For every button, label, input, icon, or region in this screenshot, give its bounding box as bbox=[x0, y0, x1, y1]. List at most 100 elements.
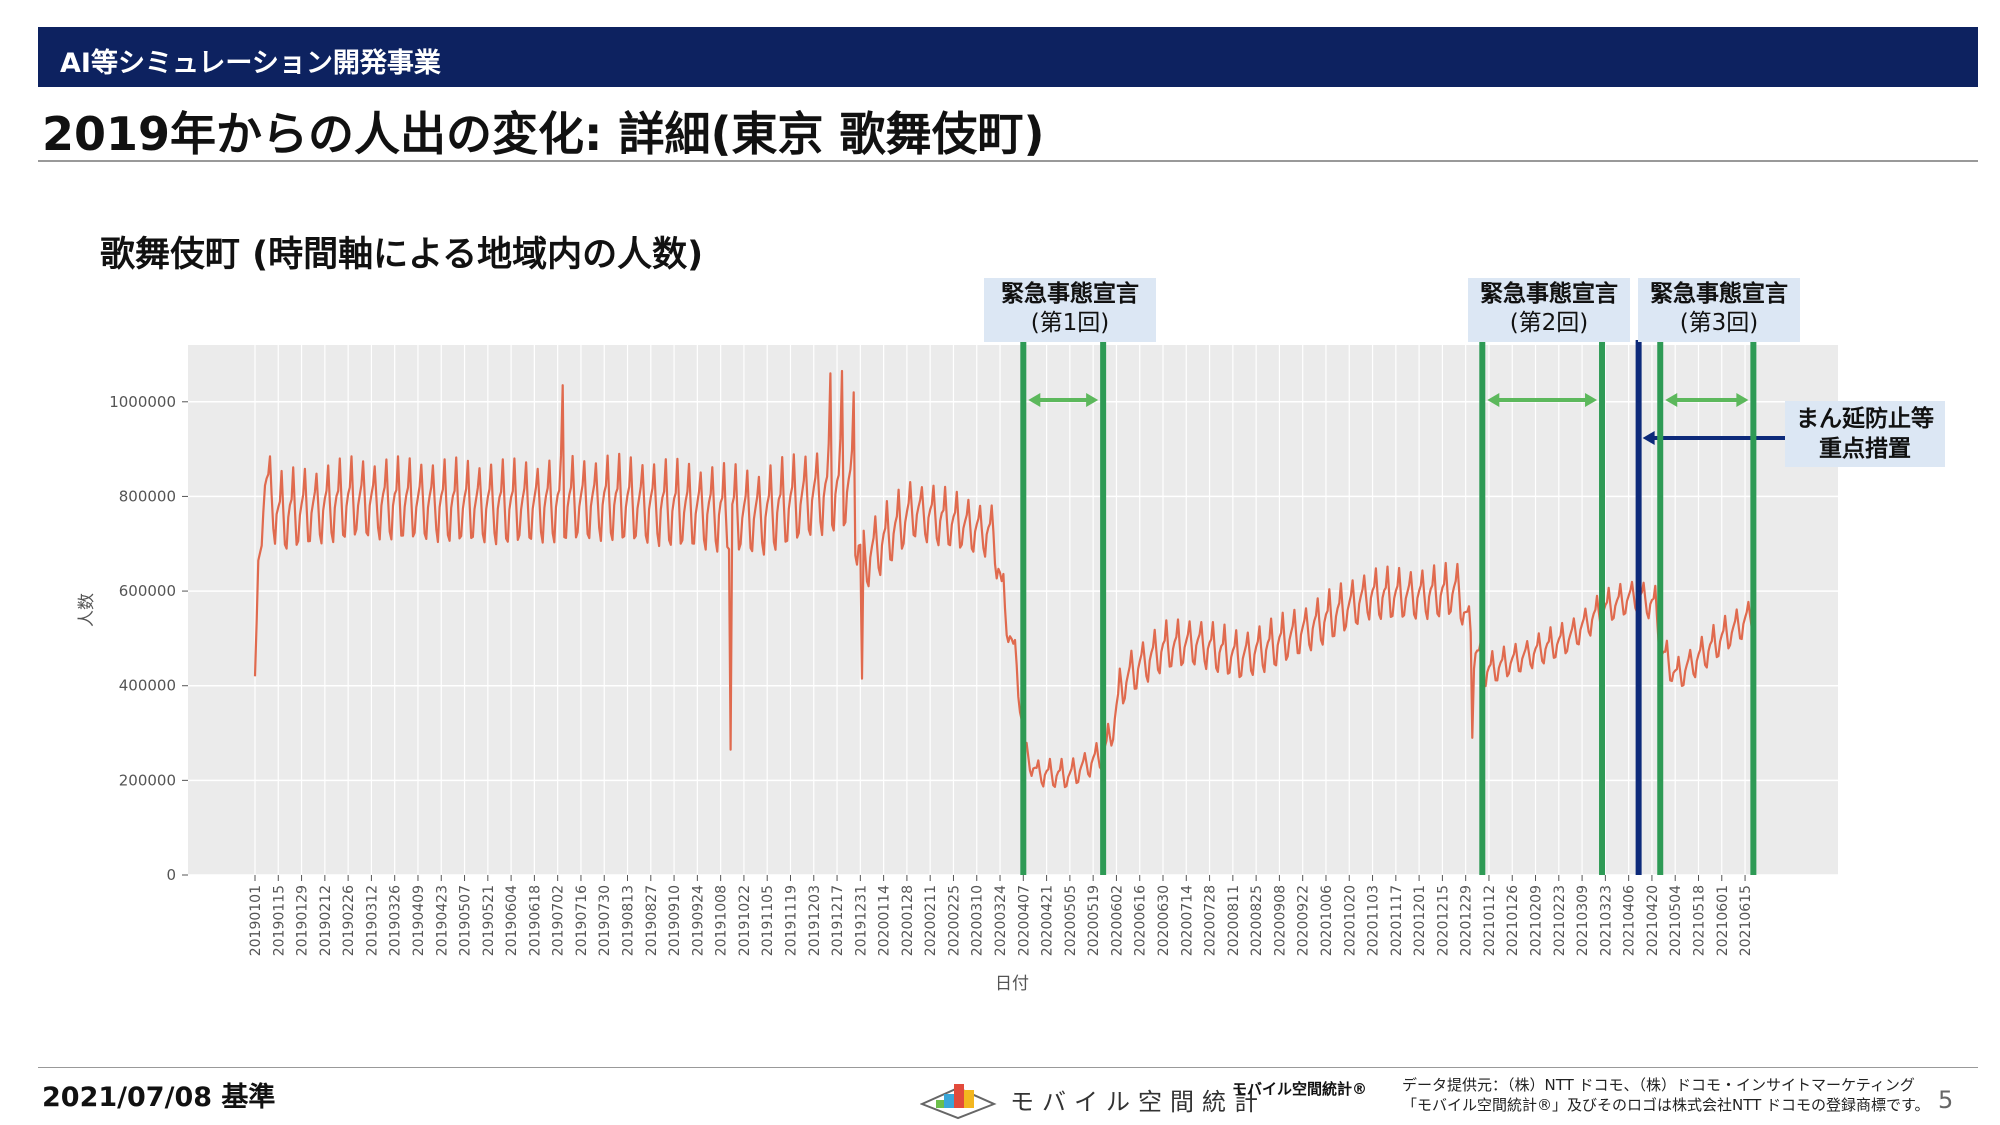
declaration-arrow-head bbox=[1585, 393, 1598, 407]
x-tick-label: 20190115 bbox=[271, 885, 287, 956]
x-tick-label: 20201201 bbox=[1412, 885, 1428, 956]
x-tick-label: 20191022 bbox=[737, 885, 753, 956]
footer-divider bbox=[38, 1067, 1978, 1068]
x-tick-label: 20210223 bbox=[1552, 885, 1568, 956]
mobile-spatial-statistics-logo: モバイル空間統計 bbox=[919, 1074, 1258, 1120]
y-tick-label: 200000 bbox=[119, 771, 176, 789]
data-credit: データ提供元：（株）NTT ドコモ、（株）ドコモ・インサイトマーケティング 「モ… bbox=[1402, 1076, 1930, 1114]
grid-lines bbox=[188, 345, 1838, 876]
x-tick-label: 20190423 bbox=[434, 885, 450, 956]
declaration-arrow-head bbox=[1665, 393, 1678, 407]
chart-title: 歌舞伎町 (時間軸による地域内の人数) bbox=[100, 235, 704, 275]
declaration-3-label: 緊急事態宣言 (第3回) bbox=[1638, 278, 1800, 342]
x-tick-label: 20191008 bbox=[714, 885, 730, 956]
x-tick-label: 20191203 bbox=[807, 885, 823, 956]
x-tick-label: 20190618 bbox=[527, 885, 543, 956]
y-axis-label: 人数 bbox=[77, 593, 97, 627]
x-tick-label: 20190101 bbox=[248, 885, 264, 956]
x-tick-label: 20210518 bbox=[1691, 885, 1707, 956]
x-tick-label: 20210323 bbox=[1598, 885, 1614, 956]
declaration-arrow-head bbox=[1487, 393, 1500, 407]
x-tick-label: 20191231 bbox=[853, 885, 869, 956]
x-tick-label: 20190716 bbox=[574, 885, 590, 956]
x-tick-label: 20190212 bbox=[318, 885, 334, 956]
manen-arrow-head bbox=[1642, 431, 1655, 445]
x-tick-label: 20200714 bbox=[1179, 885, 1195, 956]
declaration-1-label: 緊急事態宣言 (第1回) bbox=[984, 278, 1156, 342]
declaration-2-label: 緊急事態宣言 (第2回) bbox=[1468, 278, 1630, 342]
x-tick-label: 20200602 bbox=[1109, 885, 1125, 956]
x-tick-label: 20201103 bbox=[1366, 885, 1382, 956]
x-tick-label: 20191217 bbox=[830, 885, 846, 956]
x-tick-label: 20190702 bbox=[551, 885, 567, 956]
x-tick-label: 20200310 bbox=[970, 885, 986, 956]
x-axis-label: 日付 bbox=[995, 974, 1029, 994]
x-tick-label: 20201006 bbox=[1319, 885, 1335, 956]
x-tick-label: 20190312 bbox=[364, 885, 380, 956]
x-tick-label: 20190326 bbox=[388, 885, 404, 956]
x-tick-label: 20201215 bbox=[1435, 885, 1451, 956]
declaration-arrow-head bbox=[1086, 393, 1099, 407]
logo-mark-icon bbox=[919, 1084, 997, 1120]
logo-text: モバイル空間統計 bbox=[1010, 1088, 1266, 1116]
x-tick-label: 20210615 bbox=[1738, 885, 1754, 956]
x-tick-label: 20201117 bbox=[1389, 885, 1405, 956]
series-line bbox=[253, 369, 1755, 789]
x-tick-label: 20200407 bbox=[1016, 885, 1032, 956]
x-tick-label: 20200128 bbox=[900, 885, 916, 956]
x-tick-label: 20200519 bbox=[1086, 885, 1102, 956]
declaration-arrow-head bbox=[1028, 393, 1041, 407]
x-tick-label: 20210112 bbox=[1482, 885, 1498, 956]
x-tick-label: 20200728 bbox=[1203, 885, 1219, 956]
x-tick-label: 20200421 bbox=[1040, 885, 1056, 956]
x-tick-label: 20200324 bbox=[993, 885, 1009, 956]
x-tick-label: 20190730 bbox=[597, 885, 613, 956]
line-chart: 0 200000 400000 600000 800000 1000000 20190101… bbox=[77, 340, 1838, 994]
x-tick-label: 20190521 bbox=[481, 885, 497, 956]
y-tick-label: 400000 bbox=[119, 677, 176, 695]
page-title: 2019年からの人出の変化: 詳細(東京 歌舞伎町) bbox=[42, 107, 1045, 161]
x-tick-label: 20201229 bbox=[1459, 885, 1475, 956]
declaration-arrow-head bbox=[1736, 393, 1749, 407]
x-tick-label: 20190924 bbox=[690, 885, 706, 956]
y-tick-label: 600000 bbox=[119, 582, 176, 600]
x-tick-label: 20191119 bbox=[783, 885, 799, 956]
section-header-bar: AI等シミュレーション開発事業 bbox=[38, 27, 1978, 87]
x-tick-label: 20190813 bbox=[621, 885, 637, 956]
x-tick-label: 20210209 bbox=[1529, 885, 1545, 956]
x-tick-label: 20191105 bbox=[760, 885, 776, 956]
x-tick-label: 20210309 bbox=[1575, 885, 1591, 956]
x-tick-label: 20200211 bbox=[923, 885, 939, 956]
y-tick-label: 800000 bbox=[119, 487, 176, 505]
x-tick-label: 20210504 bbox=[1668, 885, 1684, 956]
event-markers bbox=[1020, 340, 1785, 875]
x-tick-label: 20200616 bbox=[1133, 885, 1149, 956]
x-tick-label: 20190604 bbox=[504, 885, 520, 956]
x-tick-label: 20210126 bbox=[1505, 885, 1521, 956]
y-tick-label: 1000000 bbox=[109, 393, 176, 411]
x-tick-label: 20200908 bbox=[1272, 885, 1288, 956]
x-tick-label: 20200114 bbox=[877, 885, 893, 956]
x-tick-label: 20210601 bbox=[1715, 885, 1731, 956]
section-label: AI等シミュレーション開発事業 bbox=[60, 48, 441, 79]
axes: 0 200000 400000 600000 800000 1000000 20190101… bbox=[109, 393, 1754, 956]
title-divider bbox=[38, 160, 1978, 162]
x-tick-label: 20210406 bbox=[1622, 885, 1638, 956]
page-number: 5 bbox=[1938, 1086, 1954, 1114]
x-tick-label: 20190910 bbox=[667, 885, 683, 956]
x-tick-label: 20190507 bbox=[458, 885, 474, 956]
x-tick-label: 20200825 bbox=[1249, 885, 1265, 956]
plot-area bbox=[188, 345, 1838, 875]
x-tick-label: 20190226 bbox=[341, 885, 357, 956]
x-tick-label: 20190827 bbox=[644, 885, 660, 956]
x-tick-label: 20200505 bbox=[1063, 885, 1079, 956]
x-tick-label: 20201020 bbox=[1342, 885, 1358, 956]
x-tick-label: 20200922 bbox=[1296, 885, 1312, 956]
x-tick-label: 20190129 bbox=[295, 885, 311, 956]
brand-name: モバイル空間統計® bbox=[1232, 1080, 1368, 1098]
x-tick-label: 20200630 bbox=[1156, 885, 1172, 956]
x-tick-label: 20200811 bbox=[1226, 885, 1242, 956]
x-tick-label: 20190409 bbox=[411, 885, 427, 956]
y-tick-label: 0 bbox=[166, 866, 176, 884]
x-tick-label: 20200225 bbox=[946, 885, 962, 956]
